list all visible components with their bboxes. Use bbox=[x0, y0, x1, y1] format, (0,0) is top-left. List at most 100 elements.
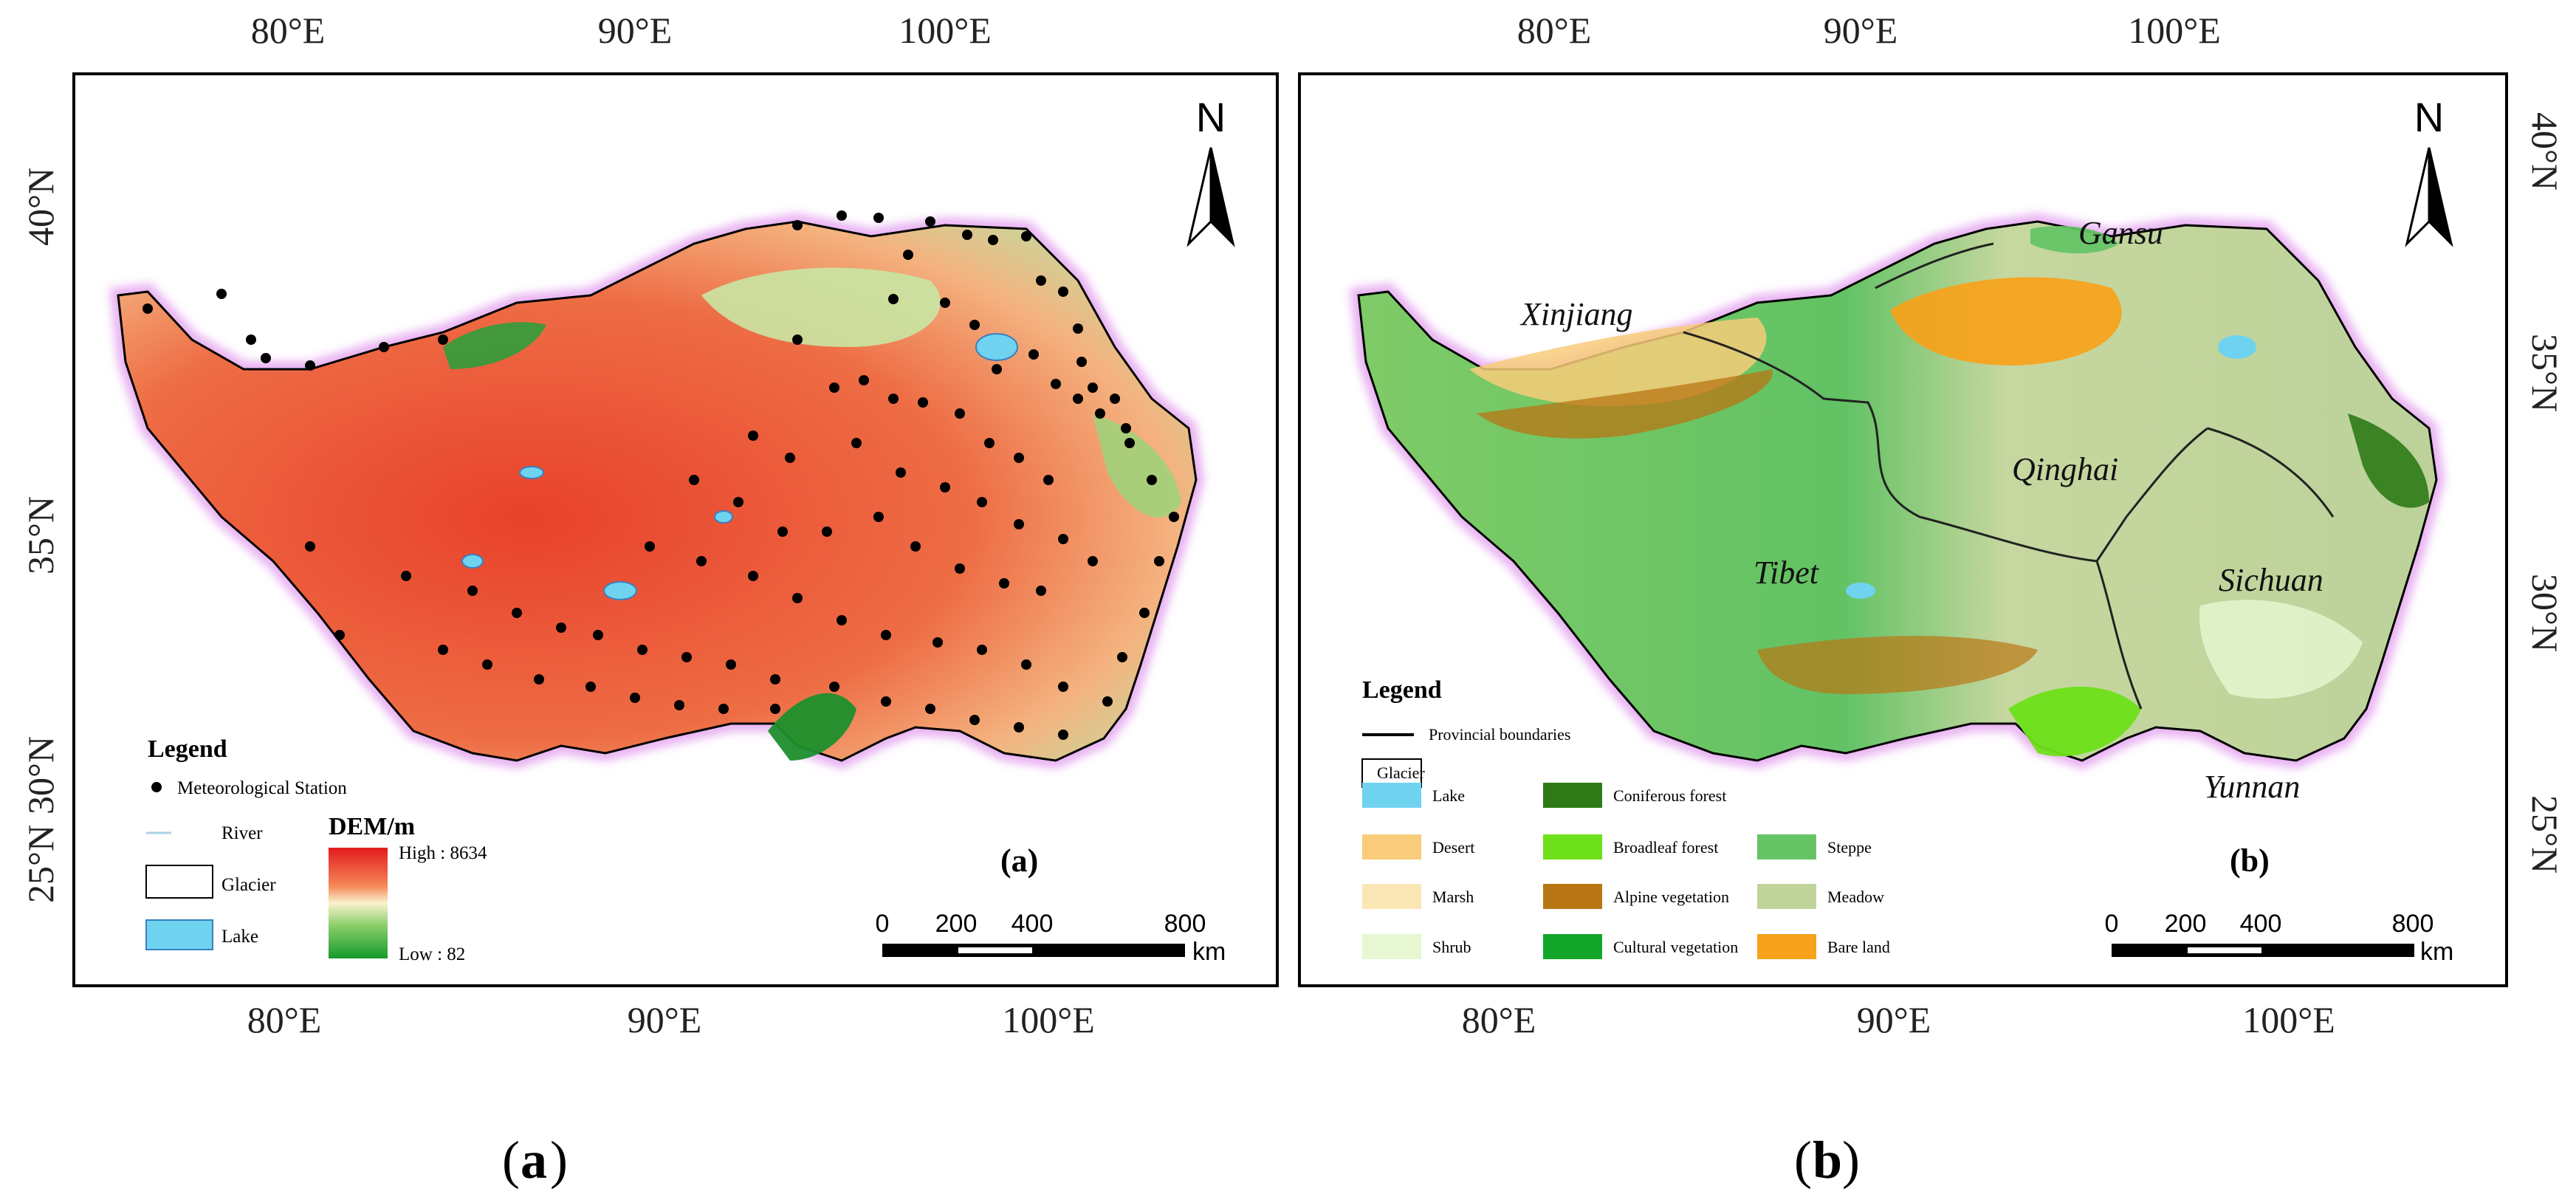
station-marker bbox=[1073, 394, 1083, 404]
station-marker bbox=[896, 467, 906, 478]
station-marker bbox=[770, 674, 780, 685]
station-marker bbox=[1036, 586, 1046, 596]
panel-a-southeast-lowland bbox=[768, 693, 856, 761]
panel-a-scale-0: 0 bbox=[876, 910, 890, 938]
panel-a-scale-200: 200 bbox=[935, 910, 978, 938]
panel-b: 80°E 90°E 100°E 80°E 90°E 100°E 40°N 35°… bbox=[1298, 10, 2566, 1040]
station-marker bbox=[977, 497, 987, 507]
legend-class-label: Marsh bbox=[1432, 888, 1474, 906]
panel-a-lat-30: 30°N bbox=[20, 736, 61, 814]
station-marker bbox=[940, 482, 950, 493]
panel-a-lake bbox=[714, 510, 733, 524]
station-marker bbox=[932, 637, 943, 648]
panel-b-legend-title: Legend bbox=[1362, 676, 1442, 704]
panel-b-legend-glacier: Glacier bbox=[1377, 764, 1425, 782]
legend-class-label: Broadleaf forest bbox=[1613, 838, 1718, 857]
station-marker bbox=[1043, 475, 1054, 485]
station-marker bbox=[585, 682, 596, 692]
panel-a-tag: (a) bbox=[1000, 843, 1038, 879]
station-marker bbox=[1088, 556, 1098, 566]
panel-a-stations bbox=[142, 210, 1179, 740]
station-marker bbox=[718, 704, 729, 714]
panel-a-top-lon-90: 90°E bbox=[598, 10, 673, 51]
legend-swatch-icon bbox=[1543, 783, 1602, 808]
panel-b-vegetation-legend: Lake Desert Marsh Shrub Coniferous forest Bro… bbox=[1362, 783, 1890, 959]
panel-b-lat-30: 30°N bbox=[2524, 574, 2566, 652]
panel-b-provincial-boundary bbox=[1875, 242, 2335, 710]
caption-a-open-paren: ( bbox=[502, 1130, 520, 1190]
province-label-yunnan: Yunnan bbox=[2204, 769, 2300, 805]
legend-class-label: Desert bbox=[1432, 838, 1474, 857]
station-marker bbox=[903, 250, 913, 260]
station-marker bbox=[925, 216, 935, 227]
legend-class-label: Steppe bbox=[1827, 838, 1872, 857]
station-marker bbox=[1058, 682, 1068, 692]
station-marker bbox=[859, 375, 869, 385]
panel-a-legend-title: Legend bbox=[148, 735, 227, 763]
north-arrow-icon bbox=[2428, 147, 2453, 247]
station-marker bbox=[1028, 349, 1039, 360]
station-marker bbox=[918, 397, 928, 408]
panel-a-dem-low: Low : 82 bbox=[399, 944, 465, 964]
panel-a-legend-station: Meteorological Station bbox=[177, 778, 347, 798]
station-marker bbox=[1058, 534, 1068, 544]
panel-b-scale-800: 800 bbox=[2392, 910, 2434, 938]
panel-a-scale-bar bbox=[882, 944, 1185, 957]
panel-a-lat-25: 25°N bbox=[20, 825, 61, 903]
panel-b-provincial-boundary bbox=[1683, 331, 2208, 563]
station-marker bbox=[955, 563, 965, 574]
station-marker bbox=[534, 674, 544, 685]
glacier-box-icon bbox=[1361, 758, 1422, 788]
province-label-sichuan: Sichuan bbox=[2219, 562, 2323, 598]
panel-b-legend-boundary: Provincial boundaries bbox=[1429, 725, 1570, 744]
panel-a-northwest-lowland bbox=[443, 322, 546, 369]
panel-a-plateau-dem bbox=[117, 220, 1198, 762]
station-marker bbox=[1021, 231, 1031, 241]
station-marker bbox=[261, 353, 271, 363]
station-marker bbox=[829, 382, 839, 393]
panel-a-dem-high: High : 8634 bbox=[399, 843, 487, 863]
panel-b-scale-bar bbox=[2112, 944, 2414, 957]
panel-a-qaidam-basin bbox=[701, 267, 941, 347]
legend-class-label: Cultural vegetation bbox=[1613, 938, 1738, 956]
station-marker bbox=[438, 645, 448, 655]
station-marker bbox=[792, 220, 803, 230]
panel-b-lat-35: 35°N bbox=[2524, 334, 2566, 412]
station-marker bbox=[401, 571, 411, 581]
province-label-qinghai: Qinghai bbox=[2012, 451, 2118, 487]
station-marker bbox=[748, 571, 758, 581]
panel-b-coniferous-forest-e bbox=[2348, 414, 2429, 508]
station-marker bbox=[888, 394, 899, 404]
province-label-xinjiang: Xinjiang bbox=[1519, 296, 1633, 332]
panel-a-scale-400: 400 bbox=[1011, 910, 1054, 938]
station-marker bbox=[305, 360, 315, 371]
province-label-gansu: Gansu bbox=[2078, 215, 2163, 251]
legend-swatch-icon bbox=[1543, 934, 1602, 959]
dem-color-ramp bbox=[329, 848, 388, 958]
station-marker bbox=[1095, 408, 1105, 419]
station-marker bbox=[910, 541, 921, 552]
station-marker bbox=[216, 289, 227, 299]
panel-a: 80°E 90°E 100°E 80°E 90°E 100°E 40°N 35°… bbox=[20, 10, 1279, 1040]
panel-a-lake bbox=[975, 333, 1018, 361]
station-marker bbox=[556, 622, 566, 633]
station-marker bbox=[726, 659, 736, 670]
station-marker bbox=[881, 630, 891, 640]
station-marker bbox=[999, 578, 1009, 589]
panel-a-legend-lake: Lake bbox=[221, 927, 258, 947]
panel-a-scale-800: 800 bbox=[1164, 910, 1206, 938]
station-marker bbox=[792, 593, 803, 603]
panel-b-bottom-lon-90: 90°E bbox=[1857, 999, 1931, 1040]
panel-a-legend-river: River bbox=[221, 823, 263, 843]
panel-a-bottom-lon-100: 100°E bbox=[1002, 999, 1095, 1040]
station-marker bbox=[977, 645, 987, 655]
station-marker bbox=[1102, 696, 1113, 707]
station-marker bbox=[1058, 287, 1068, 297]
station-marker bbox=[1121, 423, 1131, 433]
panel-b-lake bbox=[1846, 583, 1875, 599]
station-marker bbox=[837, 615, 847, 625]
station-marker bbox=[969, 320, 980, 330]
panel-a-lat-35: 35°N bbox=[20, 496, 61, 574]
legend-class-label: Alpine vegetation bbox=[1613, 888, 1729, 906]
station-marker bbox=[770, 704, 780, 714]
